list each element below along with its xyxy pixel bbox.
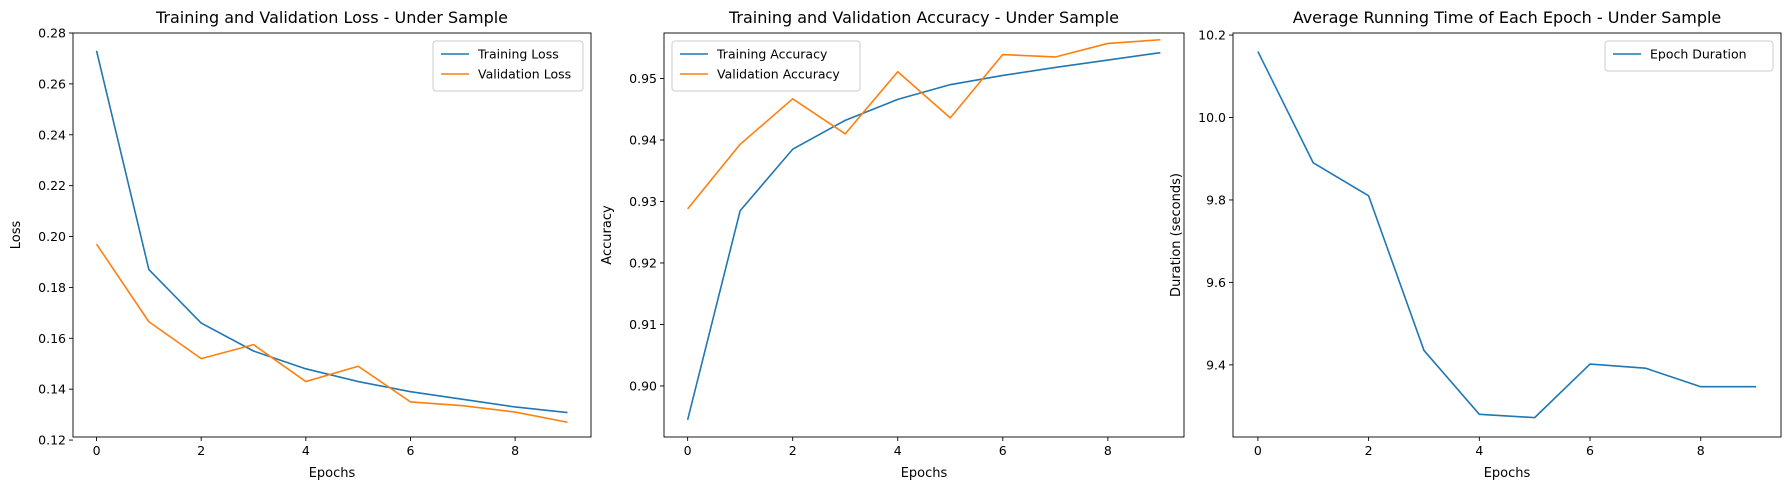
legend-label: Validation Loss [478, 67, 571, 82]
legend-box [432, 40, 584, 92]
y-tick-label: 0.26 [38, 76, 66, 91]
y-tick-label: 0.90 [629, 378, 657, 393]
series-line-1 [1257, 51, 1757, 419]
x-tick-label: 8 [1104, 443, 1112, 458]
x-tick-label: 6 [999, 443, 1007, 458]
x-axis-label: Epochs [901, 466, 948, 481]
y-tick-label: 0.92 [629, 255, 657, 270]
x-axis-label: Epochs [1484, 466, 1531, 481]
series-line-2 [687, 38, 1161, 210]
series-line-1 [95, 50, 568, 414]
x-tick-label: 4 [894, 443, 902, 458]
x-tick-label: 8 [1697, 443, 1705, 458]
x-tick-label: 2 [789, 443, 797, 458]
legend-label: Validation Accuracy [717, 67, 840, 82]
x-tick-label: 0 [684, 443, 692, 458]
x-tick-label: 2 [197, 443, 205, 458]
y-tick-label: 0.22 [38, 178, 66, 193]
chart-2: Training and Validation Accuracy - Under… [600, 8, 1185, 481]
plot-frame [72, 32, 592, 438]
x-axis-label: Epochs [309, 466, 356, 481]
y-tick-label: 0.28 [38, 26, 66, 41]
legend-box [1604, 40, 1774, 72]
series-line-2 [95, 243, 568, 424]
y-tick-label: 10.0 [1198, 110, 1226, 125]
chart-title: Training and Validation Loss - Under Sam… [155, 8, 508, 27]
y-axis-label: Duration (seconds) [1169, 173, 1184, 297]
chart-title: Average Running Time of Each Epoch - Und… [1293, 8, 1722, 27]
y-tick-label: 0.94 [629, 132, 657, 147]
y-tick-label: 0.16 [38, 331, 66, 346]
legend: Epoch Duration [1604, 40, 1774, 72]
legend-label: Epoch Duration [1650, 47, 1747, 62]
x-tick-label: 8 [511, 443, 519, 458]
y-tick-label: 9.6 [1206, 275, 1226, 290]
y-tick-label: 0.20 [38, 229, 66, 244]
x-tick-label: 0 [1254, 443, 1262, 458]
chart-title: Training and Validation Accuracy - Under… [728, 8, 1119, 27]
y-tick-label: 0.95 [629, 71, 657, 86]
legend: Training Loss Validation Loss [432, 40, 584, 92]
y-tick-label: 0.18 [38, 280, 66, 295]
chart-3: Average Running Time of Each Epoch - Und… [1169, 8, 1782, 481]
x-tick-label: 2 [1365, 443, 1373, 458]
legend-label: Training Loss [477, 47, 559, 62]
y-tick-label: 0.91 [629, 317, 657, 332]
y-tick-label: 0.93 [629, 194, 657, 209]
plot-frame [663, 32, 1185, 438]
y-tick-label: 0.24 [38, 127, 66, 142]
legend-box [671, 40, 861, 92]
plot-frame [1232, 32, 1782, 438]
y-tick-label: 9.4 [1206, 357, 1226, 372]
x-tick-label: 6 [407, 443, 415, 458]
x-tick-label: 4 [1475, 443, 1483, 458]
y-axis-label: Loss [9, 221, 24, 250]
y-tick-label: 0.14 [38, 382, 66, 397]
x-tick-label: 0 [93, 443, 101, 458]
legend: Training Accuracy Validation Accuracy [671, 40, 861, 92]
chart-1: Training and Validation Loss - Under Sam… [9, 8, 592, 481]
y-axis-label: Accuracy [600, 205, 615, 265]
x-tick-label: 4 [302, 443, 310, 458]
x-tick-label: 6 [1586, 443, 1594, 458]
series-line-1 [686, 51, 1161, 420]
legend-label: Training Accuracy [716, 47, 828, 62]
y-tick-label: 0.12 [38, 433, 66, 448]
y-tick-label: 10.2 [1198, 28, 1226, 43]
y-tick-label: 9.8 [1206, 192, 1226, 207]
